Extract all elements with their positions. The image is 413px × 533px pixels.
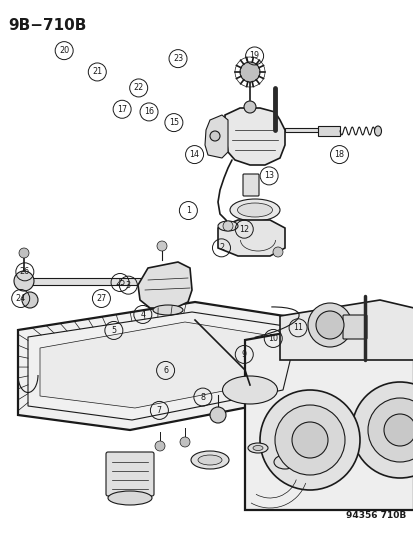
Text: 5: 5 <box>111 326 116 335</box>
Polygon shape <box>284 128 319 132</box>
Text: 21: 21 <box>92 68 102 76</box>
Polygon shape <box>279 300 413 360</box>
Circle shape <box>180 437 190 447</box>
Text: 2: 2 <box>218 244 223 252</box>
Text: 14: 14 <box>189 150 199 159</box>
Circle shape <box>274 405 344 475</box>
Text: 18: 18 <box>334 150 344 159</box>
Circle shape <box>272 247 282 257</box>
Text: 27: 27 <box>96 294 106 303</box>
Text: 11: 11 <box>292 324 302 332</box>
Circle shape <box>259 390 359 490</box>
Circle shape <box>243 101 255 113</box>
Ellipse shape <box>222 376 277 404</box>
FancyBboxPatch shape <box>242 174 259 196</box>
Circle shape <box>22 292 38 308</box>
Ellipse shape <box>252 446 262 450</box>
Text: 9B−710B: 9B−710B <box>8 18 86 33</box>
Text: 24: 24 <box>16 294 26 303</box>
Polygon shape <box>28 278 145 285</box>
Text: 94356 710B: 94356 710B <box>345 511 405 520</box>
Text: 20: 20 <box>59 46 69 55</box>
Text: 13: 13 <box>263 172 273 180</box>
Circle shape <box>209 407 225 423</box>
Ellipse shape <box>247 443 267 453</box>
Circle shape <box>154 441 165 451</box>
Text: 19: 19 <box>249 52 259 60</box>
Circle shape <box>240 62 259 82</box>
Circle shape <box>19 248 29 258</box>
Circle shape <box>223 221 233 231</box>
Text: 16: 16 <box>144 108 154 116</box>
Circle shape <box>383 414 413 446</box>
Text: 3: 3 <box>126 281 131 289</box>
Ellipse shape <box>374 126 380 136</box>
Polygon shape <box>138 262 192 308</box>
Ellipse shape <box>230 199 279 221</box>
Ellipse shape <box>218 221 237 231</box>
Polygon shape <box>218 220 284 256</box>
Ellipse shape <box>108 491 152 505</box>
Text: 9: 9 <box>241 350 246 359</box>
Text: 8: 8 <box>200 393 205 401</box>
Circle shape <box>291 422 327 458</box>
Text: 25: 25 <box>115 278 125 287</box>
Polygon shape <box>40 322 284 408</box>
Text: 10: 10 <box>268 334 278 343</box>
Polygon shape <box>204 115 228 158</box>
Polygon shape <box>18 302 309 430</box>
Circle shape <box>209 131 219 141</box>
FancyBboxPatch shape <box>106 452 154 496</box>
Circle shape <box>351 382 413 478</box>
Polygon shape <box>244 316 413 510</box>
Text: 12: 12 <box>239 225 249 233</box>
Text: 6: 6 <box>163 366 168 375</box>
Ellipse shape <box>237 203 272 217</box>
Text: 1: 1 <box>185 206 190 215</box>
Ellipse shape <box>190 451 228 469</box>
Circle shape <box>307 303 351 347</box>
Text: 23: 23 <box>173 54 183 63</box>
Text: 26: 26 <box>20 268 30 276</box>
Text: 15: 15 <box>169 118 178 127</box>
Circle shape <box>315 311 343 339</box>
Text: 4: 4 <box>140 310 145 319</box>
Text: 7: 7 <box>157 406 161 415</box>
Polygon shape <box>317 126 339 136</box>
Circle shape <box>14 271 34 291</box>
Ellipse shape <box>273 455 295 469</box>
Circle shape <box>367 398 413 462</box>
Ellipse shape <box>197 455 221 465</box>
Circle shape <box>157 241 166 251</box>
Text: 17: 17 <box>117 105 127 114</box>
Polygon shape <box>224 108 284 165</box>
Text: 22: 22 <box>133 84 143 92</box>
FancyBboxPatch shape <box>342 315 366 339</box>
Ellipse shape <box>153 305 183 315</box>
